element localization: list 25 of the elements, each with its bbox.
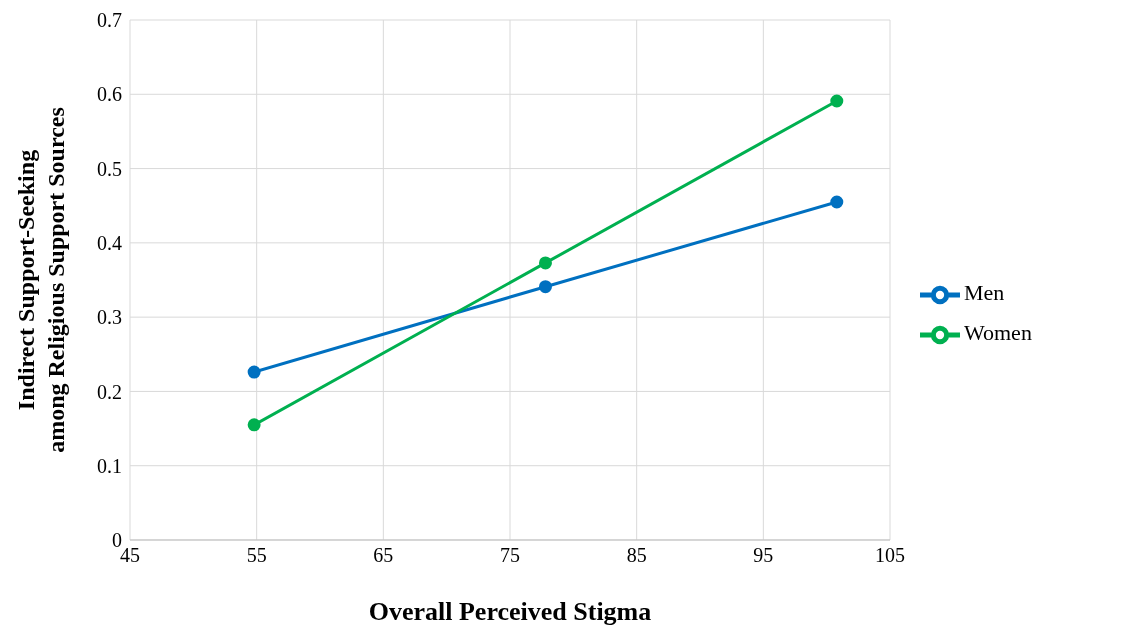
x-tick-label: 85 (626, 544, 647, 567)
point (830, 94, 844, 108)
y-tick-label: 0.4 (97, 231, 122, 254)
point (538, 280, 552, 294)
y-tick-label: 0.7 (97, 9, 122, 32)
y-tick-label: 0 (112, 529, 122, 552)
point (830, 195, 844, 209)
x-tick-label: 45 (120, 544, 140, 567)
legend-label: Women (964, 320, 1032, 346)
y-tick-label: 0.2 (97, 380, 122, 403)
x-axis-title: Overall Perceived Stigma (368, 597, 652, 626)
point (247, 418, 261, 432)
y-tick-label: 0.3 (97, 306, 122, 329)
x-tick-label: 55 (246, 544, 267, 567)
x-tick-label: 75 (500, 544, 520, 567)
x-tick-label: 65 (373, 544, 394, 567)
y-tick-label: 0.5 (97, 157, 122, 180)
point (538, 256, 552, 270)
y-tick-label: 0.6 (97, 83, 122, 106)
point (247, 365, 261, 379)
legend-label: Men (964, 280, 1005, 306)
y-axis-title: Indirect Support-Seeking among Religious Support Sources (13, 107, 69, 453)
y-tick-label: 0.1 (97, 454, 122, 477)
x-tick-label: 95 (753, 544, 774, 567)
x-tick-label: 105 (875, 544, 905, 567)
